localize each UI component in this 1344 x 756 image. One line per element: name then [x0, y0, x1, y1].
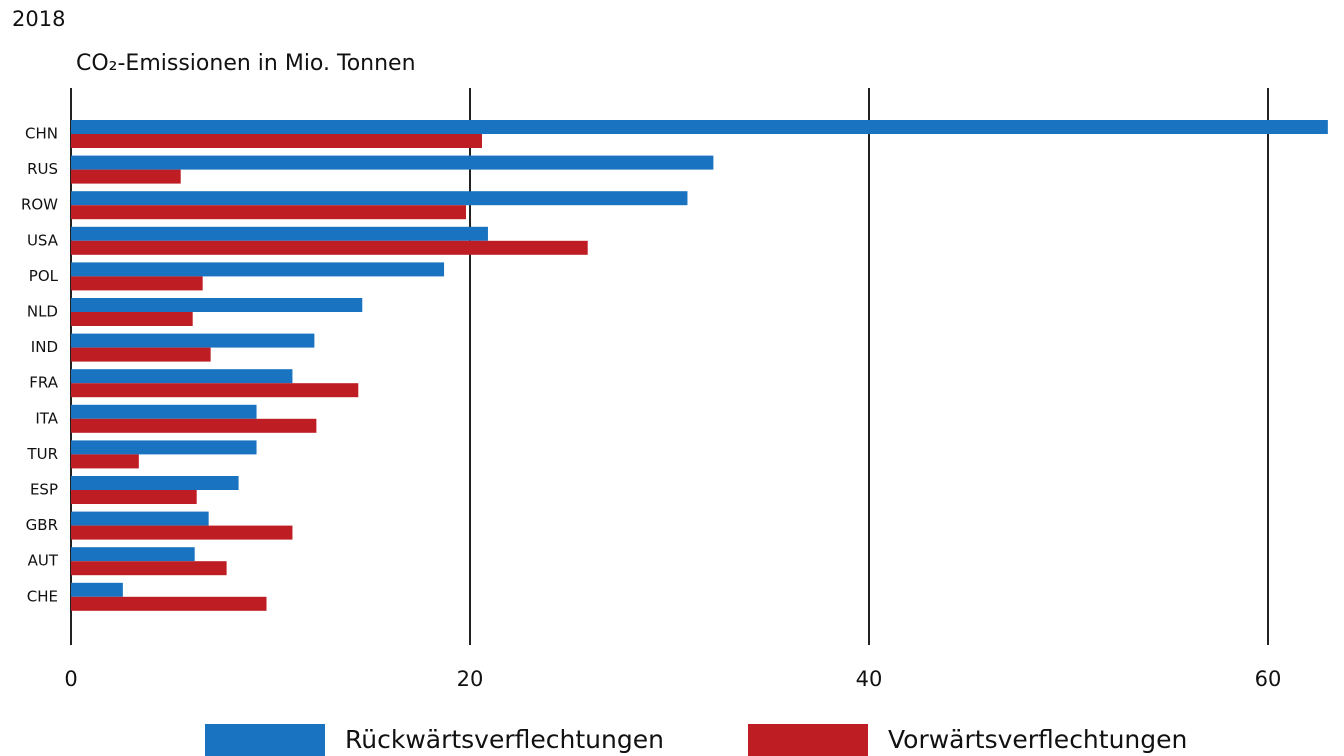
bar	[71, 582, 123, 597]
legend-swatch	[748, 724, 868, 756]
bar	[71, 596, 267, 611]
y-tick-label: GBR	[26, 516, 58, 534]
y-tick-label: TUR	[26, 445, 58, 463]
bar	[71, 333, 315, 348]
legend-label: Vorwärtsverflechtungen	[888, 725, 1187, 754]
y-tick-label: IND	[31, 338, 58, 356]
chart-title: 2018	[12, 7, 65, 31]
bar	[71, 547, 195, 562]
legend-label: Rückwärtsverflechtungen	[345, 725, 664, 754]
bar	[71, 418, 317, 433]
bar	[71, 511, 209, 526]
y-tick-label: POL	[29, 267, 59, 285]
y-tick-label: ITA	[35, 409, 58, 427]
bar	[71, 155, 714, 170]
y-tick-label: FRA	[29, 374, 58, 392]
y-tick-label: RUS	[27, 160, 58, 178]
y-tick-label: ESP	[30, 481, 58, 499]
bar	[71, 454, 139, 469]
y-tick-label: AUT	[28, 552, 59, 570]
x-tick-label: 0	[64, 667, 77, 691]
y-tick-label: CHE	[27, 587, 58, 605]
bar	[71, 404, 257, 419]
bar	[71, 226, 488, 241]
bar	[71, 134, 482, 148]
y-tick-label: ROW	[21, 196, 58, 214]
bar	[71, 383, 359, 398]
x-tick-label: 20	[457, 667, 484, 691]
bar	[71, 347, 211, 362]
y-tick-label: USA	[27, 231, 59, 249]
bar	[71, 205, 467, 220]
y-tick-label: NLD	[27, 303, 58, 321]
bar	[71, 120, 1328, 134]
bar	[71, 525, 293, 540]
y-tick-label: CHN	[25, 125, 58, 143]
bar	[71, 240, 588, 255]
bar	[71, 490, 197, 504]
legend-swatch	[205, 724, 325, 756]
bar	[71, 476, 239, 490]
bar	[71, 561, 227, 576]
x-tick-label: 40	[856, 667, 883, 691]
bar	[71, 191, 688, 206]
axis-label: CO₂-Emissionen in Mio. Tonnen	[76, 51, 416, 76]
bar	[71, 169, 181, 184]
bar	[71, 312, 193, 326]
bar	[71, 262, 445, 277]
bar	[71, 369, 293, 384]
bar	[71, 440, 257, 455]
bar	[71, 276, 203, 291]
bar	[71, 298, 363, 312]
x-tick-label: 60	[1255, 667, 1282, 691]
